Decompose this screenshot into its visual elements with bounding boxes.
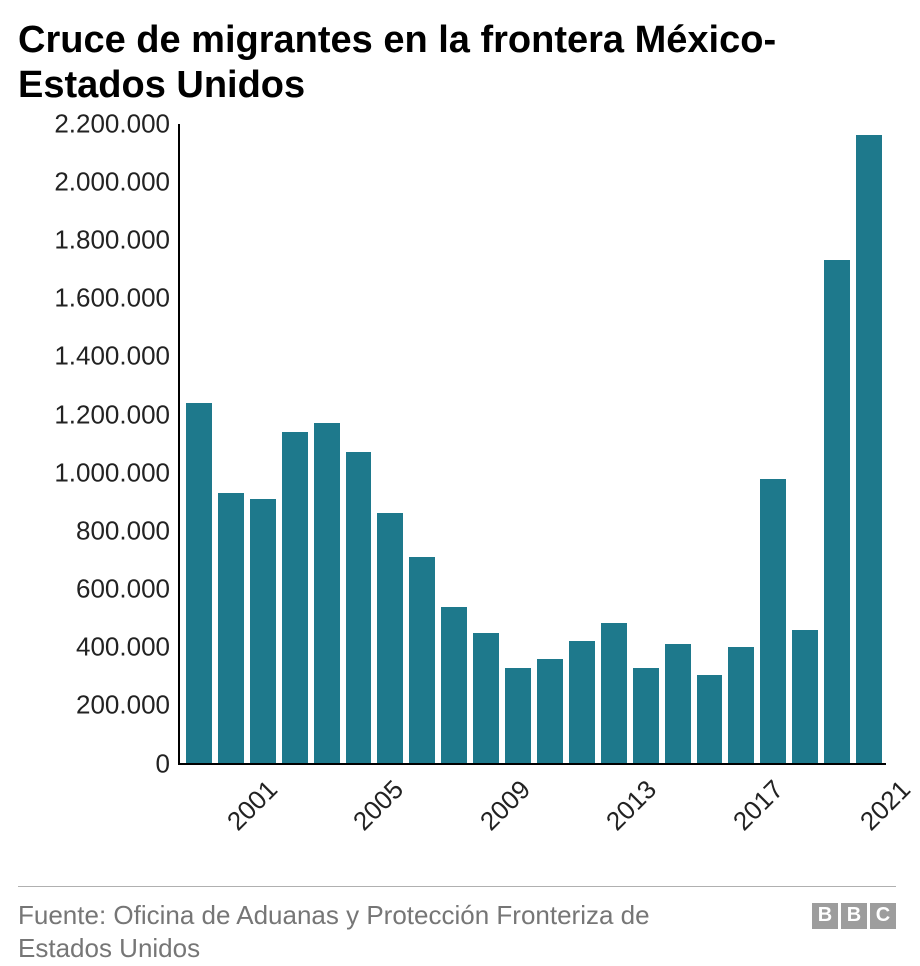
bar — [218, 493, 244, 764]
bar — [728, 647, 754, 763]
x-axis: 200120052009201320172021 — [186, 764, 882, 874]
bar — [473, 633, 499, 764]
logo-block: C — [870, 903, 896, 929]
y-tick-label: 600.000 — [18, 574, 178, 605]
bar — [760, 479, 786, 764]
y-tick-label: 400.000 — [18, 632, 178, 663]
y-tick-label: 2.200.000 — [18, 108, 178, 139]
chart-title: Cruce de migrantes en la frontera México… — [18, 18, 896, 108]
bar — [346, 452, 372, 763]
bar — [505, 668, 531, 764]
y-tick-label: 2.000.000 — [18, 166, 178, 197]
y-tick-label: 0 — [18, 748, 178, 779]
y-tick-label: 1.000.000 — [18, 457, 178, 488]
y-tick-label: 1.200.000 — [18, 399, 178, 430]
bbc-logo: BBC — [812, 903, 896, 929]
y-tick-label: 1.800.000 — [18, 225, 178, 256]
bar — [537, 659, 563, 764]
bar — [377, 513, 403, 763]
logo-block: B — [841, 903, 867, 929]
x-tick-label: 2013 — [600, 774, 663, 837]
bar — [633, 668, 659, 764]
source-text: Fuente: Oficina de Aduanas y Protección … — [18, 899, 738, 966]
bar — [409, 557, 435, 764]
bar — [697, 675, 723, 764]
bar — [186, 403, 212, 764]
bars-container — [186, 124, 882, 764]
bar — [569, 641, 595, 763]
x-tick-label: 2021 — [853, 774, 916, 837]
bar — [856, 135, 882, 763]
y-tick-label: 800.000 — [18, 515, 178, 546]
y-tick-label: 1.600.000 — [18, 283, 178, 314]
bar — [665, 644, 691, 763]
x-tick-label: 2001 — [221, 774, 284, 837]
footer: Fuente: Oficina de Aduanas y Protección … — [18, 886, 896, 966]
y-tick-label: 200.000 — [18, 690, 178, 721]
y-axis-line — [178, 124, 180, 764]
bar — [314, 423, 340, 763]
plot-area: 200120052009201320172021 — [180, 124, 886, 764]
bar — [250, 499, 276, 764]
bar — [601, 623, 627, 764]
bar — [441, 607, 467, 764]
y-tick-label: 1.400.000 — [18, 341, 178, 372]
bar — [824, 260, 850, 763]
x-tick-label: 2017 — [727, 774, 790, 837]
y-axis: 0200.000400.000600.000800.0001.000.0001.… — [18, 124, 178, 764]
x-tick-label: 2005 — [347, 774, 410, 837]
x-tick-label: 2009 — [474, 774, 537, 837]
bar — [282, 432, 308, 764]
bar — [792, 630, 818, 764]
chart-area: 0200.000400.000600.000800.0001.000.0001.… — [18, 124, 896, 764]
logo-block: B — [812, 903, 838, 929]
